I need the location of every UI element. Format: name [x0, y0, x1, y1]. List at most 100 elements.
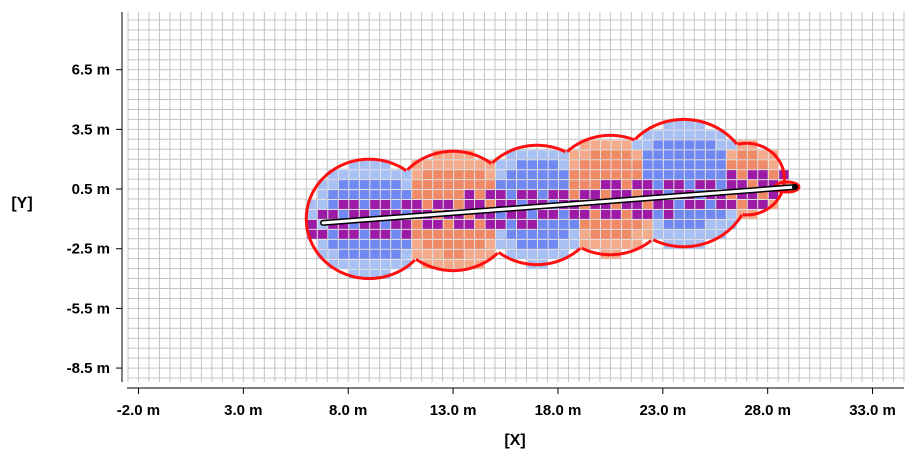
coverage-cell	[558, 219, 569, 229]
coverage-cell	[496, 170, 506, 180]
coverage-cell	[433, 219, 443, 229]
coverage-cell	[569, 190, 579, 199]
coverage-cell	[517, 170, 527, 180]
coverage-cell	[590, 180, 600, 190]
coverage-cell	[517, 219, 527, 229]
coverage-cell	[506, 199, 516, 209]
coverage-cell	[642, 170, 653, 180]
y-tick-label: 6.5 m	[72, 62, 110, 79]
coverage-cell	[590, 190, 600, 199]
coverage-cell	[485, 170, 496, 180]
coverage-cell	[611, 150, 621, 160]
coverage-cell	[380, 199, 391, 209]
coverage-cell	[517, 180, 527, 190]
coverage-cell	[569, 160, 579, 170]
coverage-cell	[370, 269, 380, 279]
coverage-cell	[380, 219, 391, 229]
coverage-cell	[600, 170, 611, 180]
coverage-cell	[621, 180, 632, 190]
coverage-cell	[569, 239, 579, 249]
coverage-cell	[653, 160, 663, 170]
coverage-cell	[600, 190, 611, 199]
coverage-cell	[317, 229, 328, 239]
coverage-cell	[338, 249, 349, 259]
coverage-cell	[506, 209, 516, 219]
coverage-cell	[611, 229, 621, 239]
coverage-cell	[443, 190, 454, 199]
coverage-cell	[558, 160, 569, 170]
coverage-cell	[496, 219, 506, 229]
coverage-cell	[611, 219, 621, 229]
coverage-cell	[370, 249, 380, 259]
coverage-cell	[768, 170, 779, 180]
coverage-cell	[705, 160, 716, 170]
coverage-cell	[695, 180, 705, 190]
coverage-cell	[412, 199, 422, 209]
coverage-cell	[349, 249, 359, 259]
coverage-cell	[611, 180, 621, 190]
coverage-cell	[370, 229, 380, 239]
coverage-cell	[726, 150, 737, 160]
coverage-cell	[674, 209, 684, 219]
coverage-cell	[653, 150, 663, 160]
coverage-cell	[558, 150, 569, 160]
coverage-cell	[380, 259, 391, 269]
coverage-cell	[653, 199, 663, 209]
coverage-cell	[548, 160, 558, 170]
coverage-cell	[454, 249, 464, 259]
coverage-cell	[464, 239, 475, 249]
x-tick-label: 13.0 m	[430, 402, 477, 419]
coverage-cell	[600, 140, 611, 150]
coverage-cell	[517, 239, 527, 249]
coverage-cell	[401, 259, 412, 269]
coverage-cell	[548, 249, 558, 259]
coverage-cell	[726, 219, 737, 229]
y-axis-label: [Y]	[11, 195, 32, 212]
coverage-cell	[464, 170, 475, 180]
coverage-cell	[317, 190, 328, 199]
coverage-cell	[747, 190, 758, 199]
coverage-cell	[632, 229, 642, 239]
coverage-cell	[705, 209, 716, 219]
coverage-cell	[548, 150, 558, 160]
coverage-cell	[569, 150, 579, 160]
coverage-cell	[537, 229, 548, 239]
coverage-cell	[663, 130, 674, 140]
coverage-cell	[464, 160, 475, 170]
coverage-cell	[401, 219, 412, 229]
coverage-cell	[726, 170, 737, 180]
coverage-cell	[412, 190, 422, 199]
coverage-cell	[433, 170, 443, 180]
coverage-cell	[517, 150, 527, 160]
coverage-cell	[726, 160, 737, 170]
coverage-cell	[464, 249, 475, 259]
coverage-cell	[548, 180, 558, 190]
coverage-cell	[517, 249, 527, 259]
coverage-cell	[307, 229, 317, 239]
coverage-cell	[726, 140, 737, 150]
coverage-cell	[464, 180, 475, 190]
coverage-cell	[579, 140, 590, 150]
coverage-cell	[391, 180, 401, 190]
coverage-cell	[359, 269, 370, 279]
coverage-cell	[496, 199, 506, 209]
coverage-cell	[338, 259, 349, 269]
coverage-cell	[391, 219, 401, 229]
coverage-cell	[422, 249, 433, 259]
coverage-cell	[558, 170, 569, 180]
x-tick-label: -2.0 m	[117, 402, 160, 419]
coverage-cell	[475, 239, 485, 249]
coverage-cell	[349, 269, 359, 279]
coverage-cell	[737, 190, 747, 199]
coverage-cell	[579, 190, 590, 199]
coverage-cell	[485, 190, 496, 199]
coverage-cell	[569, 219, 579, 229]
coverage-cell	[328, 259, 338, 269]
coverage-cell	[454, 160, 464, 170]
coverage-cell	[454, 239, 464, 249]
coverage-cell	[433, 199, 443, 209]
coverage-cell	[401, 249, 412, 259]
coverage-cell	[391, 170, 401, 180]
coverage-cell	[422, 229, 433, 239]
coverage-cell	[621, 229, 632, 239]
